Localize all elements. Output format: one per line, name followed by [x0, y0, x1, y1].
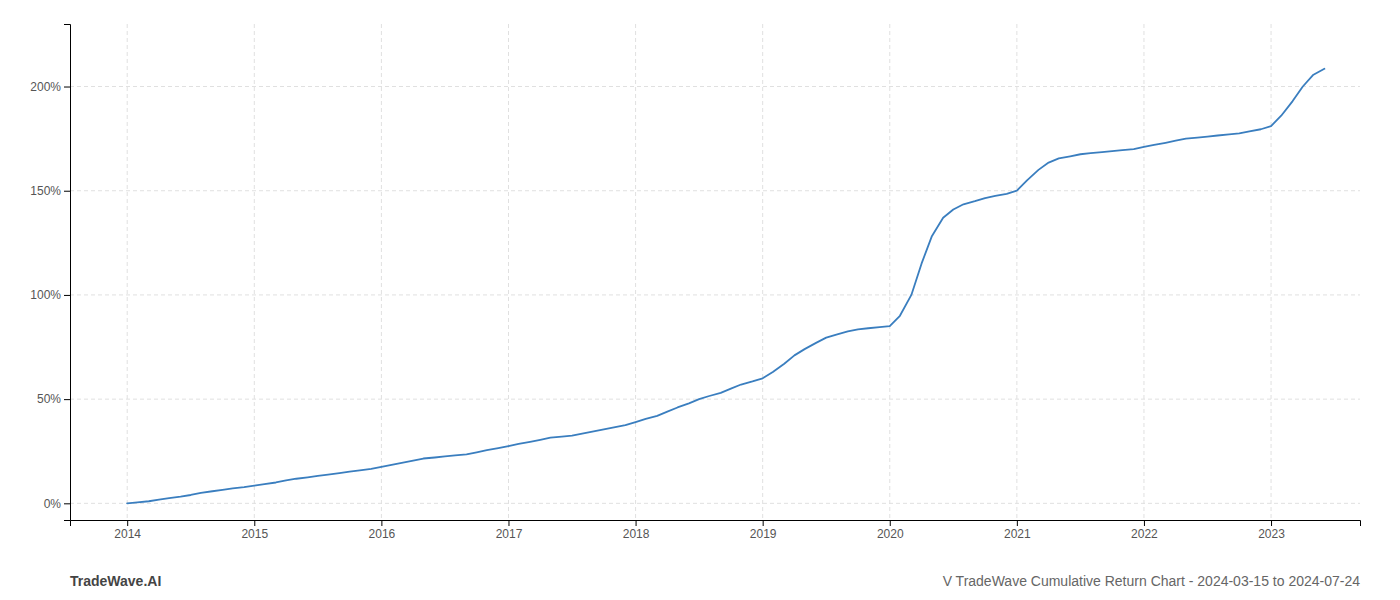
x-grid-line — [254, 24, 255, 520]
x-tick-label: 2020 — [877, 527, 904, 541]
y-tick-label: 50% — [37, 392, 61, 406]
x-tick: 2016 — [369, 520, 396, 541]
x-tick: 2023 — [1258, 520, 1285, 541]
x-tick-label: 2019 — [750, 527, 777, 541]
x-tick: 2022 — [1131, 520, 1158, 541]
y-axis: 0% 50% 100% 150% 200% — [30, 25, 70, 521]
x-tick-mark — [1144, 520, 1145, 526]
x-tick-mark — [1017, 520, 1018, 526]
x-tick: 2020 — [877, 520, 904, 541]
x-grid-line — [1143, 24, 1144, 520]
y-tick: 150% — [30, 184, 70, 198]
x-tick-mark — [254, 520, 255, 526]
x-axis-line — [71, 521, 1361, 527]
y-tick-mark — [64, 295, 70, 296]
x-tick: 2017 — [496, 520, 523, 541]
chart: 2014 2015 2016 2017 2018 2019 2020 2021 2022 2023… — [0, 0, 1400, 600]
y-tick-label: 100% — [30, 288, 61, 302]
x-tick-label: 2023 — [1258, 527, 1285, 541]
x-tick-mark — [381, 520, 382, 526]
y-tick-label: 0% — [44, 497, 62, 511]
y-tick-label: 150% — [30, 184, 61, 198]
x-tick-mark — [127, 520, 128, 526]
x-tick: 2019 — [750, 520, 777, 541]
y-tick-mark — [64, 191, 70, 192]
x-tick-label: 2014 — [114, 527, 141, 541]
y-grid-line — [70, 86, 1360, 87]
x-tick-label: 2022 — [1131, 527, 1158, 541]
x-tick-mark — [1271, 520, 1272, 526]
footer-left: TradeWave.AI — [70, 573, 161, 589]
series — [127, 69, 1324, 504]
x-tick: 2015 — [241, 520, 268, 541]
y-tick: 100% — [30, 288, 70, 302]
x-tick-mark — [636, 520, 637, 526]
y-grid-line — [70, 503, 1360, 504]
x-grid-line — [1271, 24, 1272, 520]
x-grid-line — [127, 24, 128, 520]
y-tick-mark — [64, 399, 70, 400]
x-grid-line — [762, 24, 763, 520]
x-tick-label: 2017 — [496, 527, 523, 541]
x-tick-label: 2016 — [369, 527, 396, 541]
x-tick-label: 2018 — [623, 527, 650, 541]
x-grid-line — [1016, 24, 1017, 520]
y-tick-mark — [64, 87, 70, 88]
y-grid-line — [70, 190, 1360, 191]
y-tick: 200% — [30, 80, 70, 94]
y-axis-line — [64, 25, 71, 521]
y-tick: 0% — [44, 497, 70, 511]
plot-area: 2014 2015 2016 2017 2018 2019 2020 2021 2022 2023… — [30, 24, 1360, 541]
x-axis: 2014 2015 2016 2017 2018 2019 2020 2021 2022 2023 — [71, 520, 1361, 541]
x-tick-mark — [508, 520, 509, 526]
x-grid-line — [635, 24, 636, 520]
x-grid-line — [381, 24, 382, 520]
x-tick: 2021 — [1004, 520, 1031, 541]
grid — [70, 24, 1360, 520]
y-grid-line — [70, 294, 1360, 295]
x-tick-mark — [890, 520, 891, 526]
x-tick: 2018 — [623, 520, 650, 541]
x-tick-label: 2021 — [1004, 527, 1031, 541]
y-tick-mark — [64, 503, 70, 504]
line — [127, 69, 1324, 504]
x-grid-line — [889, 24, 890, 520]
footer-right: V TradeWave Cumulative Return Chart - 20… — [943, 573, 1361, 589]
y-grid-line — [70, 399, 1360, 400]
y-tick: 50% — [37, 392, 70, 406]
x-tick-mark — [763, 520, 764, 526]
x-tick: 2014 — [114, 520, 141, 541]
y-tick-label: 200% — [30, 80, 61, 94]
x-tick-label: 2015 — [241, 527, 268, 541]
